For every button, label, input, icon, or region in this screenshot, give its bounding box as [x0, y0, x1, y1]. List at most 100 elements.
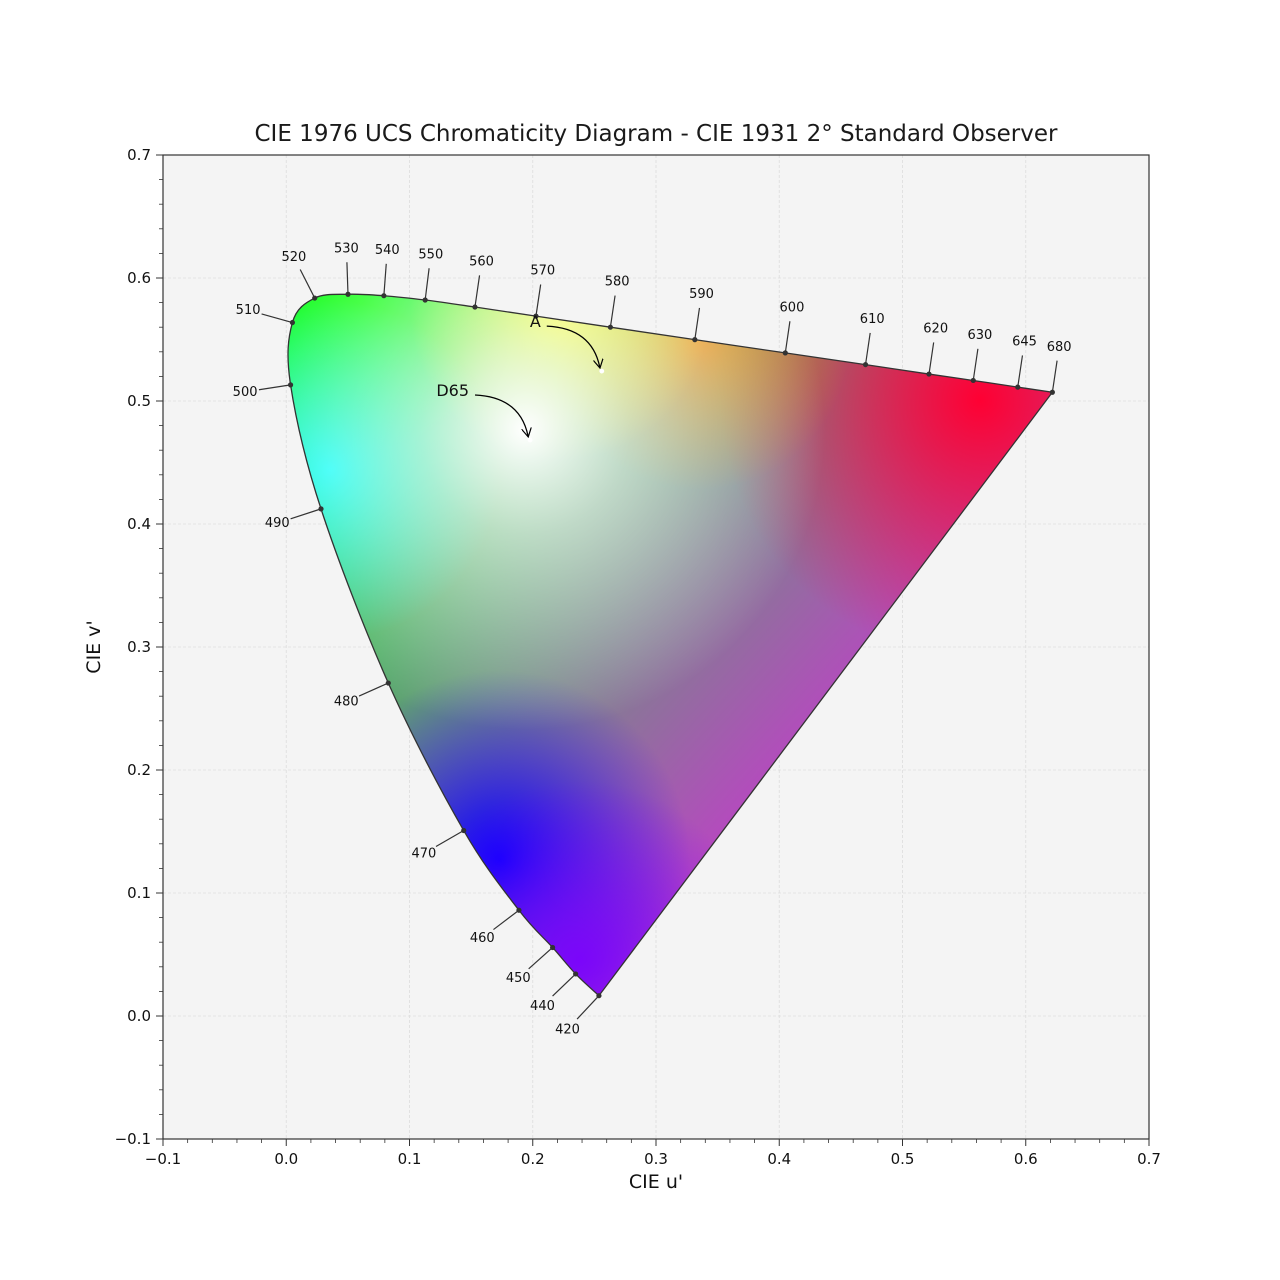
y-axis-ticks: −0.1 0.0 0.1 0.2 0.3 0.4 0.5 0.6 0.7	[115, 146, 163, 1148]
wavelength-tick-line	[552, 973, 577, 997]
wavelength-label: 620	[923, 322, 948, 337]
wavelength-label: 600	[780, 300, 805, 315]
wavelength-label: 470	[411, 846, 436, 861]
wavelength-tick-line	[535, 284, 542, 317]
x-axis-ticks: −0.1 0.0 0.1 0.2 0.3 0.4 0.5 0.6 0.7	[145, 1139, 1161, 1168]
wavelength-tick-line	[928, 342, 935, 375]
wavelength-point	[345, 291, 351, 297]
y-tick-label: 0.6	[127, 269, 151, 287]
wavelength-tick-line	[383, 263, 387, 296]
wavelength-point	[782, 350, 788, 356]
x-tick-label: 0.5	[891, 1150, 915, 1168]
wavelength-tick-line	[290, 508, 322, 520]
wavelength-label: 480	[334, 695, 359, 710]
wavelength-label: 645	[1012, 335, 1037, 350]
x-tick-label: −0.1	[145, 1150, 181, 1168]
wavelength-tick-line	[424, 268, 430, 301]
y-axis-label: CIE v'	[83, 620, 105, 673]
y-tick-label: 0.5	[127, 392, 151, 410]
y-tick-label: 0.7	[127, 146, 151, 164]
wavelength-label: 440	[530, 999, 555, 1014]
y-tick-label: 0.0	[127, 1007, 151, 1025]
wavelength-tick-line	[1051, 360, 1058, 393]
illuminant-point	[599, 368, 605, 374]
wavelength-label: 610	[860, 312, 885, 327]
wavelength-point	[312, 295, 318, 301]
wavelength-label: 530	[334, 241, 359, 256]
wavelength-point	[549, 944, 556, 951]
y-tick-label: 0.2	[127, 761, 151, 779]
wavelength-tick-line	[1017, 355, 1024, 388]
wavelength-point	[422, 297, 428, 303]
x-axis-label: CIE u'	[629, 1171, 683, 1193]
wavelength-point	[318, 506, 324, 512]
wavelength-label: 510	[236, 303, 261, 318]
wavelength-point	[289, 319, 296, 326]
wavelength-label: 680	[1047, 340, 1072, 355]
wavelength-point	[862, 361, 869, 368]
wavelength-point	[461, 827, 467, 834]
wavelength-point	[381, 293, 387, 299]
x-tick-label: 0.1	[398, 1150, 422, 1168]
x-tick-label: 0.7	[1137, 1150, 1161, 1168]
wavelength-point	[607, 324, 613, 330]
wavelength-point	[1049, 389, 1055, 395]
illuminant-label: D65	[436, 381, 469, 400]
wavelength-label: 520	[281, 250, 306, 265]
wavelength-tick-line	[784, 321, 791, 353]
wavelength-tick-line	[576, 995, 600, 1020]
y-tick-label: 0.4	[127, 515, 151, 533]
wavelength-tick-line	[694, 307, 701, 340]
wavelength-point	[573, 971, 579, 977]
wavelength-tick-line	[474, 275, 481, 308]
wavelength-point	[472, 304, 478, 310]
wavelength-tick-line	[528, 947, 553, 970]
wavelength-tick-line	[609, 295, 616, 328]
wavelength-label: 570	[530, 264, 555, 279]
wavelength-point	[1015, 384, 1021, 390]
x-tick-label: 0.3	[644, 1150, 668, 1168]
x-tick-label: 0.6	[1014, 1150, 1038, 1168]
wavelength-label: 420	[555, 1022, 580, 1037]
wavelength-point	[596, 993, 602, 999]
wavelength-label: 500	[233, 385, 258, 400]
wavelength-tick-line	[258, 384, 291, 391]
wavelength-label: 540	[375, 243, 400, 258]
wavelength-label: 630	[968, 328, 993, 343]
wavelength-point	[287, 382, 294, 388]
wavelength-label: 550	[418, 247, 443, 262]
wavelength-tick-line	[358, 682, 389, 697]
x-tick-label: 0.0	[274, 1150, 298, 1168]
wavelength-tick-line	[493, 909, 520, 931]
wavelength-label: 450	[506, 971, 531, 986]
wavelength-tick-line	[435, 829, 465, 847]
wavelength-label: 590	[689, 287, 714, 302]
illuminant-markers: A D65	[436, 312, 605, 443]
wavelength-label: 580	[605, 275, 630, 290]
y-tick-label: −0.1	[115, 1130, 151, 1148]
x-tick-label: 0.4	[767, 1150, 791, 1168]
y-tick-label: 0.3	[127, 638, 151, 656]
illuminant-arrow	[546, 325, 600, 367]
illuminant-point	[527, 437, 533, 443]
wavelength-point	[926, 371, 932, 377]
wavelength-point	[516, 907, 522, 913]
wavelength-label: 460	[470, 931, 495, 946]
illuminant-label: A	[530, 312, 541, 331]
illuminant-arrow	[475, 394, 528, 436]
wavelength-point	[385, 680, 391, 686]
chart-title: CIE 1976 UCS Chromaticity Diagram - CIE …	[255, 121, 1059, 147]
wavelength-label: 490	[265, 516, 290, 531]
wavelength-point	[533, 313, 539, 319]
wavelength-tick-line	[299, 269, 316, 299]
x-tick-label: 0.2	[521, 1150, 545, 1168]
wavelength-tick-line	[864, 332, 871, 365]
y-tick-label: 0.1	[127, 884, 151, 902]
wavelength-tick-line	[261, 313, 293, 324]
wavelength-label: 560	[469, 255, 494, 270]
wavelength-tick-line	[346, 262, 349, 295]
wavelength-point	[692, 337, 698, 343]
wavelength-point	[970, 377, 976, 384]
